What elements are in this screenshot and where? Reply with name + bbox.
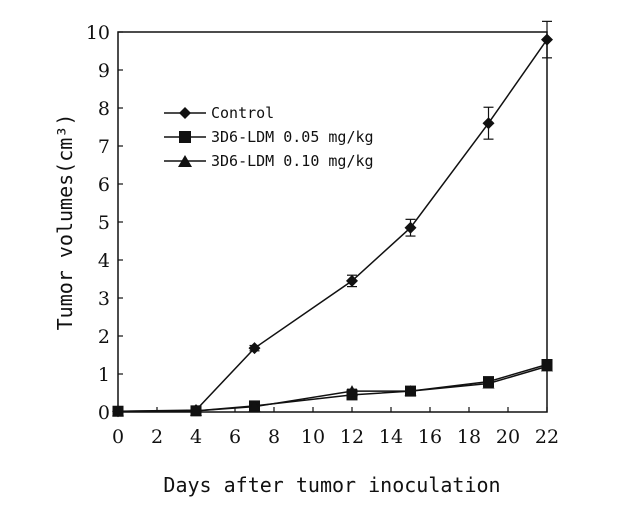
x-tick-label: 16	[418, 426, 442, 448]
y-tick-label: 8	[98, 98, 110, 120]
x-tick-label: 2	[151, 426, 163, 448]
plot-frame	[117, 31, 548, 413]
data-point	[482, 377, 495, 389]
x-tick-label: 4	[190, 426, 202, 448]
legend-marker-005	[179, 131, 191, 143]
data-point	[346, 274, 358, 287]
y-tick-label: 4	[98, 250, 110, 272]
x-tick-label: 20	[496, 426, 520, 448]
legend-label-control: Control	[211, 104, 274, 122]
x-tick-label: 12	[340, 426, 364, 448]
data-point	[190, 404, 202, 416]
legend: Control 3D6-LDM 0.05 mg/kg 3D6-LDM 0.10 …	[164, 104, 374, 170]
x-tick-label: 0	[112, 426, 124, 448]
data-point	[346, 385, 358, 397]
data-point	[248, 342, 261, 355]
y-tick-label: 0	[98, 402, 110, 424]
data-point	[248, 400, 261, 412]
y-tick-label: 3	[98, 288, 110, 310]
x-tick-label: 8	[268, 426, 280, 448]
data-point	[112, 405, 124, 417]
x-tick-label: 18	[457, 426, 481, 448]
data-point	[404, 385, 417, 397]
x-tick-label: 10	[301, 426, 325, 448]
data-point	[541, 33, 553, 46]
series-line	[117, 365, 548, 412]
series-line	[117, 39, 548, 412]
x-tick-label: 14	[379, 426, 403, 448]
data-point	[541, 360, 553, 372]
y-tick-label: 9	[98, 60, 110, 82]
y-tick-label: 7	[98, 136, 110, 158]
x-axis-title: Days after tumor inoculation	[163, 473, 500, 497]
y-tick-label: 1	[98, 364, 110, 386]
y-axis-title: Tumor volumes(cm³)	[53, 114, 77, 331]
legend-label-005: 3D6-LDM 0.05 mg/kg	[211, 128, 374, 146]
series-layer	[112, 20, 553, 418]
legend-marker-control	[179, 107, 191, 119]
data-point	[482, 117, 495, 130]
y-tick-label: 2	[98, 326, 110, 348]
series-0	[112, 20, 553, 418]
data-point	[404, 221, 417, 234]
x-tick-label: 22	[535, 426, 559, 448]
x-tick-label: 6	[229, 426, 241, 448]
y-tick-label: 6	[98, 174, 110, 196]
series-2	[112, 360, 553, 417]
series-line	[117, 363, 548, 412]
y-tick-label: 5	[98, 212, 110, 234]
y-tick-label: 10	[86, 22, 110, 44]
legend-marker-010	[178, 155, 192, 167]
legend-label-010: 3D6-LDM 0.10 mg/kg	[211, 152, 374, 170]
